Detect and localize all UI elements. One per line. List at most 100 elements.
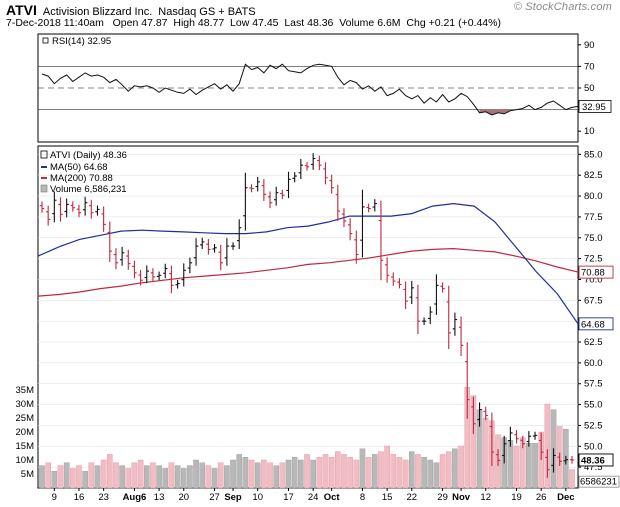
- rsi-last-value-box: [578, 100, 612, 113]
- high-label: High: [173, 17, 195, 29]
- volume-tick-label: 10M: [16, 455, 35, 466]
- volume-tick-label: 35M: [16, 385, 35, 396]
- rsi-oversold-fill: [479, 109, 511, 115]
- price-tick-label: 47.5: [584, 462, 603, 473]
- price-tick-label: 77.5: [584, 212, 603, 223]
- price-tick-label: 70.0: [584, 274, 603, 285]
- price-tick-label: 52.5: [584, 420, 603, 431]
- price-tick-label: 62.5: [584, 337, 603, 348]
- volume-legend-swatch: [40, 184, 48, 193]
- price-tick-label: 57.5: [584, 379, 603, 390]
- x-tick-label: 15: [382, 492, 393, 503]
- volume-bar: [162, 468, 169, 489]
- last-label: Last: [284, 17, 305, 29]
- rsi-line: [41, 63, 579, 116]
- x-tick-label: 27: [209, 492, 220, 503]
- volume-bar: [378, 451, 384, 489]
- price-tick-label: 72.5: [584, 254, 603, 265]
- price-tick-label: 67.5: [584, 295, 603, 306]
- rsi-tick-label: 10: [584, 126, 595, 137]
- x-tick-label: 12: [480, 492, 491, 503]
- price-legend-label: ATVI (Daily) 48.36: [50, 150, 127, 161]
- volume-bar: [150, 462, 156, 489]
- x-tick-label: 19: [511, 492, 522, 503]
- x-tick-label: Sep: [224, 492, 242, 503]
- price-tick-label: 55.0: [584, 400, 603, 411]
- volume-bar: [335, 451, 341, 489]
- volume-bar: [408, 451, 415, 489]
- volume-bar: [125, 468, 132, 489]
- volume-bar: [470, 395, 477, 489]
- volume-bar: [316, 457, 323, 489]
- volume-bar: [205, 465, 212, 489]
- volume-bar: [532, 443, 538, 489]
- volume-bar: [211, 468, 218, 489]
- volume-bar: [353, 459, 360, 489]
- volume-bar: [187, 465, 193, 489]
- rsi-tick-label: 90: [584, 40, 595, 51]
- volume-bar: [390, 454, 397, 489]
- x-tick-label: 10: [252, 492, 263, 503]
- rsi-legend-label: RSI(14) 32.95: [52, 36, 111, 47]
- volume-bar: [372, 454, 378, 489]
- stockcharts-logo[interactable]: © StockCharts.com: [513, 1, 612, 13]
- volume-bar: [433, 462, 440, 489]
- rsi-tick-label: 70: [584, 61, 595, 72]
- volume-bar: [544, 403, 551, 489]
- volume-bar: [168, 462, 175, 489]
- price-tick-label: 50.0: [584, 441, 603, 452]
- volume-bar: [180, 468, 187, 489]
- volume-bar: [63, 462, 70, 489]
- volume-bar: [452, 448, 458, 489]
- x-tick-label: 24: [308, 492, 319, 503]
- x-tick-label: 8: [360, 492, 365, 503]
- volume-bar: [507, 440, 514, 489]
- rsi-legend-swatch: [42, 37, 49, 44]
- volume-bar: [217, 462, 224, 489]
- volume-bar: [119, 465, 125, 489]
- low-label: Low: [230, 17, 250, 29]
- volume-bar: [285, 459, 292, 489]
- volume-legend-label: Volume 6,586,231: [50, 184, 127, 195]
- volume-bar: [439, 454, 446, 489]
- volume-bar: [421, 457, 427, 489]
- ma50-last-value: 64.68: [581, 319, 605, 330]
- x-tick-label: 13: [154, 492, 165, 503]
- rsi-last-value-label: 32.95: [582, 102, 606, 113]
- volume-tick-label: 5M: [21, 469, 34, 480]
- volume-bar: [365, 457, 372, 489]
- ma50-last-value-box: [578, 317, 614, 331]
- volume-bar: [70, 468, 76, 489]
- volume-bar: [322, 454, 329, 489]
- volume-value: 6.6M: [377, 17, 401, 29]
- volume-last-value-box: [578, 475, 620, 488]
- x-tick-label: 9: [52, 492, 57, 503]
- volume-bar: [445, 451, 452, 489]
- price-tick-label: 85.0: [584, 149, 603, 160]
- x-tick-label: 23: [98, 492, 109, 503]
- volume-bar: [82, 471, 88, 489]
- volume-bar: [384, 445, 390, 489]
- rsi-tick-label: 50: [584, 83, 595, 94]
- volume-bar: [569, 469, 575, 489]
- volume-bar: [230, 459, 236, 489]
- ma200-legend-label: MA(200) 70.88: [50, 173, 113, 184]
- x-tick-label: Nov: [452, 492, 471, 503]
- volume-bar: [291, 457, 298, 489]
- x-tick-label: 16: [74, 492, 85, 503]
- volume-bar: [304, 454, 310, 489]
- volume-bar: [279, 462, 286, 489]
- volume-bar: [347, 457, 353, 489]
- volume-tick-label: 15M: [16, 441, 35, 452]
- price-tick-label: 82.5: [584, 170, 603, 181]
- ticker-symbol: ATVI: [6, 2, 37, 18]
- volume-bar: [482, 417, 489, 489]
- low-value: 47.45: [252, 17, 279, 29]
- volume-bar: [94, 465, 101, 489]
- volume-bar: [328, 457, 335, 489]
- volume-bar: [254, 462, 261, 489]
- company-name: Activision Blizzard Inc.: [42, 6, 153, 18]
- ma200-line: [37, 247, 579, 297]
- volume-bar: [174, 465, 181, 489]
